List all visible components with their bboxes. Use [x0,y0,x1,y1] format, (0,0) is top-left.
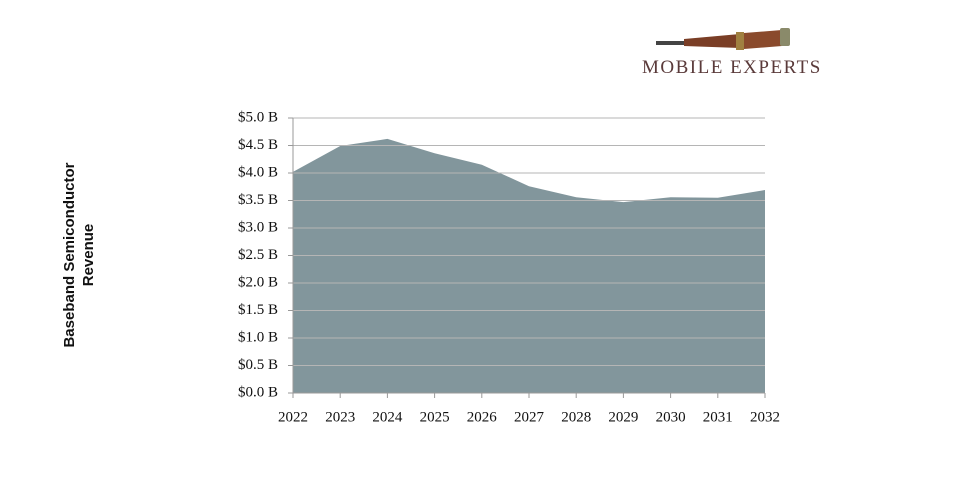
x-tick-label: 2031 [703,409,733,425]
y-tick-label: $4.0 B [238,164,278,180]
telescope-tip [656,41,686,45]
area [293,138,765,393]
x-tick-label: 2026 [467,409,498,425]
logo-text: MOBILE EXPERTS [642,57,822,78]
y-tick-label: $0.0 B [238,384,278,400]
y-tick-label: $5.0 B [238,109,278,125]
y-tick-label: $2.0 B [238,274,278,290]
x-tick-label: 2022 [278,409,308,425]
x-tick-label: 2025 [420,409,450,425]
x-tick-label: 2024 [372,409,403,425]
x-tick-label: 2023 [325,409,355,425]
y-tick-label: $4.5 B [238,137,278,153]
x-tick-label: 2032 [750,409,780,425]
x-tick-label: 2029 [608,409,638,425]
x-tick-label: 2027 [514,409,545,425]
telescope-ring [736,32,744,50]
telescope-eyepiece [780,28,790,46]
y-tick-label: $3.5 B [238,192,278,208]
telescope-body [684,34,740,48]
y-axis-label: Baseband Semiconductor Revenue [61,162,97,348]
x-tick-label: 2030 [656,409,686,425]
x-tick-label: 2028 [561,409,591,425]
logo-telescope [656,28,790,50]
y-tick-label: $1.5 B [238,302,278,318]
telescope-body [744,30,782,49]
y-tick-label: $1.0 B [238,329,278,345]
y-tick-label: $3.0 B [238,219,278,235]
y-tick-label: $2.5 B [238,247,278,263]
y-tick-label: $0.5 B [238,357,278,373]
